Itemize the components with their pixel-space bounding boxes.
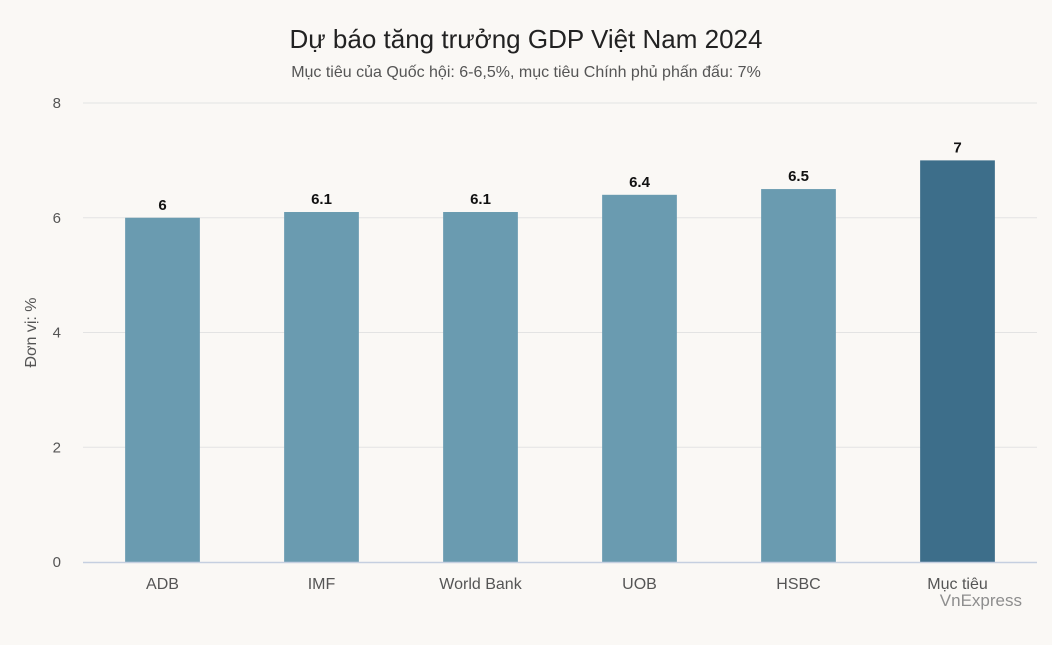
data-label: 6.4 bbox=[629, 174, 651, 191]
bar bbox=[443, 212, 518, 562]
data-label: 6.5 bbox=[788, 168, 809, 185]
y-tick-label: 6 bbox=[53, 210, 61, 227]
y-axis-label: Đơn vị: % bbox=[23, 297, 40, 367]
chart-subtitle: Mục tiêu của Quốc hội: 6-6,5%, mục tiêu … bbox=[291, 64, 761, 81]
x-tick-label: HSBC bbox=[776, 576, 820, 593]
y-tick-label: 0 bbox=[53, 554, 61, 571]
x-tick-label: UOB bbox=[622, 576, 657, 593]
bar bbox=[602, 194, 677, 563]
bar bbox=[125, 217, 200, 562]
x-tick-label: World Bank bbox=[439, 576, 522, 593]
y-tick-label: 4 bbox=[53, 325, 61, 342]
data-label: 6.1 bbox=[311, 191, 332, 208]
data-label: 7 bbox=[953, 139, 961, 156]
data-label: 6 bbox=[158, 197, 166, 214]
x-tick-label: Mục tiêu bbox=[927, 576, 987, 593]
bar bbox=[920, 160, 995, 562]
x-tick-label: IMF bbox=[308, 576, 336, 593]
bar bbox=[284, 212, 359, 562]
data-label: 6.1 bbox=[470, 191, 491, 208]
x-tick-label: ADB bbox=[146, 576, 179, 593]
watermark: VnExpress bbox=[939, 591, 1022, 610]
bar bbox=[761, 189, 836, 562]
y-tick-label: 2 bbox=[53, 439, 61, 456]
y-tick-label: 8 bbox=[53, 95, 61, 112]
chart-title: Dự báo tăng trưởng GDP Việt Nam 2024 bbox=[289, 24, 763, 54]
